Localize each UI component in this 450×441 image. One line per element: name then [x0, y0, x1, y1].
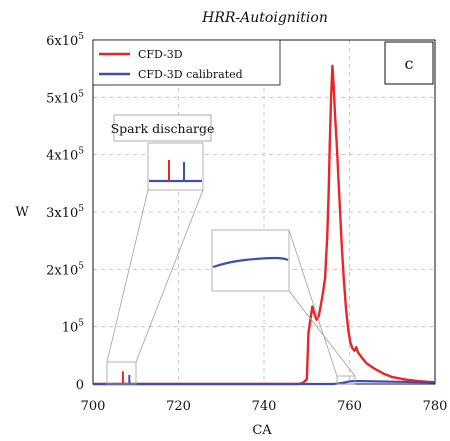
grid-lines — [93, 40, 435, 384]
spark-inset-connector-bottom — [135, 189, 204, 363]
calibrated-inset-connector-top — [288, 229, 338, 377]
x-tick-label: 760 — [337, 399, 362, 414]
spark-inset-group — [106, 142, 204, 385]
y-tick-label: 6x105 — [46, 32, 84, 49]
series-line-cfd3d — [93, 64, 436, 386]
x-tick-label: 740 — [252, 399, 277, 414]
x-tick-label: 700 — [81, 399, 106, 414]
y-tick-labels: 0 105 2x105 3x105 4x105 5x105 6x105 — [46, 32, 84, 393]
chart-title: HRR-Autoignition — [201, 10, 328, 26]
series-layer — [93, 64, 436, 386]
spark-source-box — [106, 361, 137, 385]
x-tick-label: 720 — [166, 399, 191, 414]
y-tick-label: 5x105 — [46, 89, 84, 106]
calibrated-inset-group — [211, 229, 356, 385]
legend-label-cfd3d: CFD-3D — [138, 48, 183, 61]
y-tick-label: 4x105 — [46, 147, 84, 164]
series-line-cfd3d-calibrated — [93, 380, 436, 386]
x-tick-label: 780 — [423, 399, 448, 414]
spark-inset-connector-top — [106, 189, 149, 363]
legend-box — [92, 39, 281, 86]
legend-label-cfd3d-calibrated: CFD-3D calibrated — [138, 68, 243, 81]
calibrated-inset-connector-bottom — [288, 290, 356, 377]
spark-discharge-label-box — [113, 114, 212, 142]
y-tick-label: 105 — [62, 319, 85, 336]
y-axis-label: W — [15, 205, 29, 220]
y-tick-label: 0 — [76, 378, 84, 393]
y-tick-label: 3x105 — [46, 204, 84, 221]
calibrated-inset-curve — [212, 256, 289, 269]
panel-label-box — [384, 41, 434, 85]
legend: CFD-3D CFD-3D calibrated — [92, 39, 281, 86]
spark-discharge-label: Spark discharge — [111, 121, 215, 136]
y-tick-label: 2x105 — [46, 261, 84, 278]
spark-discharge-callout: Spark discharge — [111, 114, 215, 142]
calibrated-source-box — [336, 375, 356, 385]
x-axis-label: CA — [252, 423, 272, 438]
x-tick-labels: 700 720 740 760 780 — [81, 399, 448, 414]
spark-inset-box — [147, 142, 204, 191]
panel-label: c — [405, 54, 414, 73]
